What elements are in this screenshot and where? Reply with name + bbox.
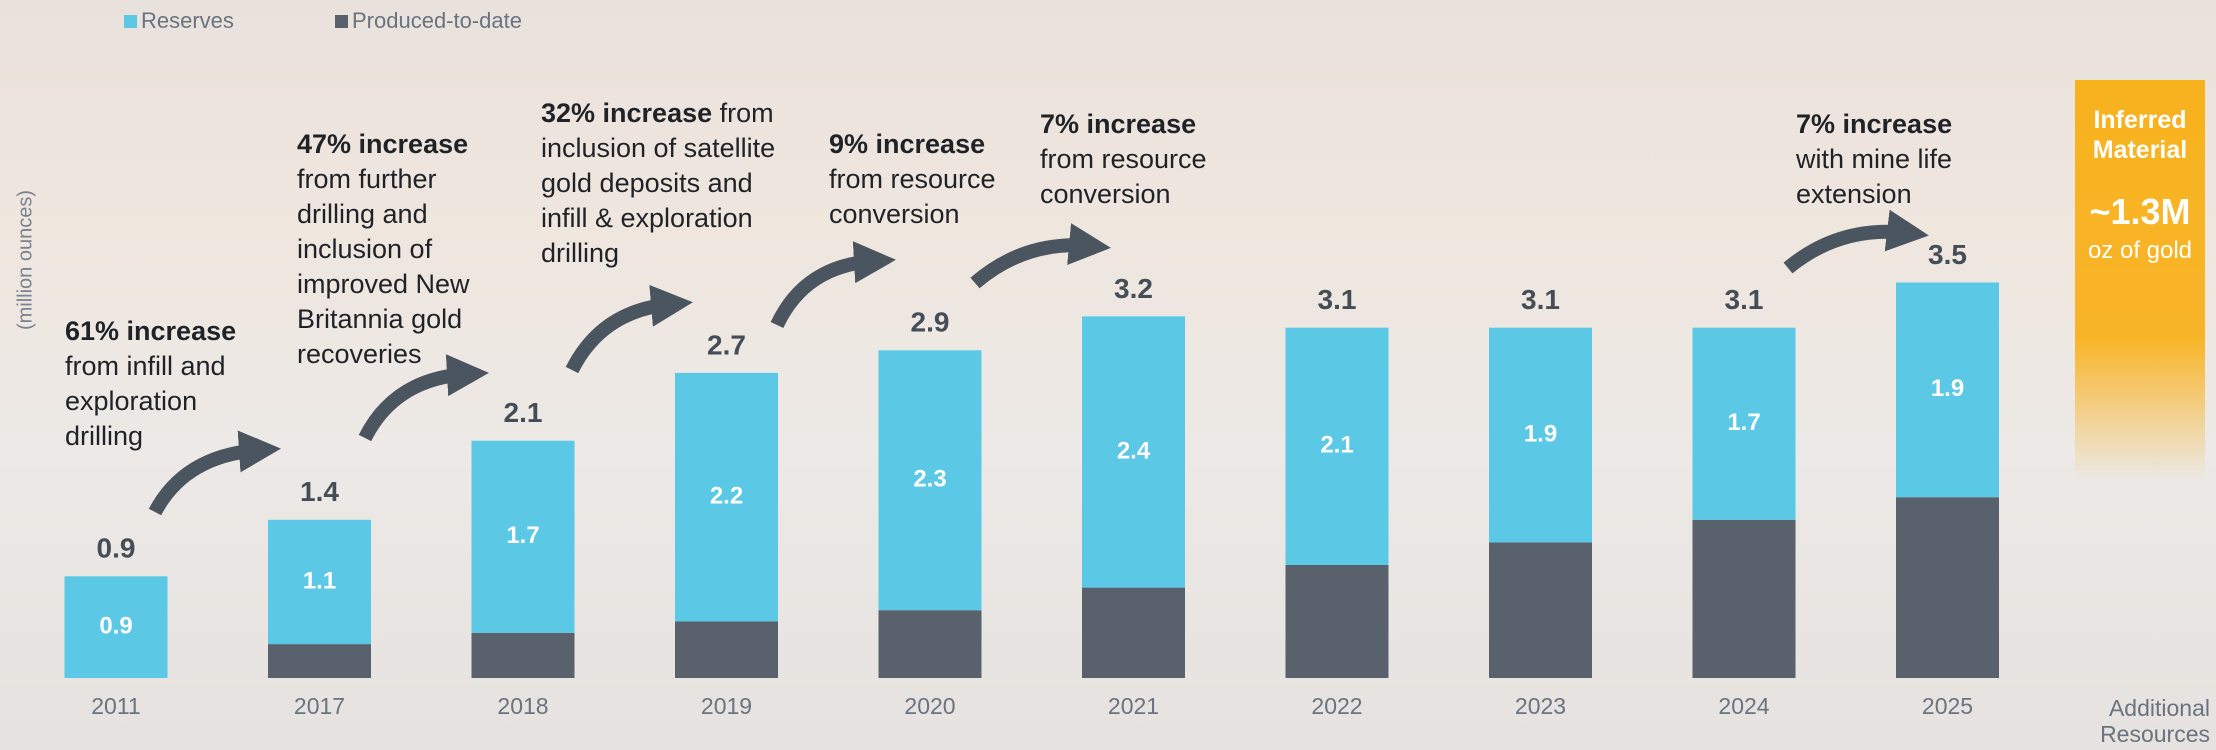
- value-label: 0.9: [99, 612, 132, 639]
- arrow: [1783, 209, 1929, 274]
- annotation-text: from resource conversion: [1040, 144, 1207, 209]
- annotation: 47% increase from further drilling and i…: [297, 127, 509, 372]
- arrow: [565, 284, 693, 374]
- annotation-text: from resource conversion: [829, 164, 996, 229]
- annotation: 9% increase from resource conversion: [829, 127, 1019, 232]
- annotation-bold: 32% increase: [541, 98, 713, 128]
- arrow: [770, 241, 896, 329]
- produced-bar: [1692, 519, 1796, 678]
- reserves-bar: [268, 519, 371, 645]
- total-label: 2.1: [504, 397, 543, 428]
- annotation: 7% increase from resource conversion: [1040, 107, 1230, 212]
- annotation-text: from further drilling and inclusion of i…: [297, 164, 470, 369]
- inferred-box: Inferred Material ~1.3M oz of gold: [2075, 80, 2205, 480]
- legend-swatch: [124, 15, 137, 28]
- annotation: 32% increase from inclusion of satellite…: [541, 96, 803, 271]
- x-tick-label: 2022: [1311, 693, 1362, 719]
- total-label: 2.7: [707, 329, 746, 360]
- annotation-text: from infill and exploration drilling: [65, 351, 226, 451]
- value-label: 1.9: [1931, 375, 1964, 402]
- arrow: [358, 354, 489, 442]
- total-label: 3.5: [1928, 239, 1967, 270]
- inferred-title: Inferred Material: [2092, 106, 2188, 164]
- value-label: 2.1: [1320, 432, 1353, 459]
- annotation-text: with mine life extension: [1796, 144, 1953, 209]
- value-label: 2.2: [710, 483, 743, 510]
- x-tick-label: 2024: [1718, 693, 1769, 719]
- annotation-text: from inclusion of satellite gold deposit…: [541, 98, 776, 268]
- annotation-bold: 61% increase: [65, 316, 237, 346]
- value-label: 1.7: [506, 522, 539, 549]
- annotation: 7% increase with mine life extension: [1796, 107, 1980, 212]
- produced-bar: [1285, 565, 1389, 678]
- reserves-bar: [1285, 327, 1389, 565]
- reserves-bar: [1692, 327, 1796, 520]
- total-label: 3.1: [1725, 284, 1764, 315]
- produced-bar: [878, 610, 982, 678]
- total-label: 3.1: [1318, 284, 1357, 315]
- produced-bar: [471, 632, 575, 678]
- value-label: 1.1: [303, 567, 336, 594]
- x-tick-label: 2019: [701, 693, 752, 719]
- arrow: [148, 430, 281, 516]
- reserves-bar: [675, 372, 778, 622]
- annotation-bold: 47% increase: [297, 129, 469, 159]
- x-tick-label: 2025: [1922, 693, 1973, 719]
- x-tick-label: 2017: [294, 693, 345, 719]
- legend-swatch: [335, 15, 348, 28]
- reserves-bar: [878, 350, 982, 611]
- inferred-amount: ~1.3M: [2089, 191, 2191, 232]
- value-label: 2.3: [913, 466, 946, 493]
- reserves-bar: [64, 576, 168, 678]
- legend-label: Produced-to-date: [352, 8, 522, 33]
- total-label: 3.2: [1114, 273, 1153, 304]
- total-label: 0.9: [97, 533, 136, 564]
- annotation-bold: 7% increase: [1040, 109, 1197, 139]
- x-tick-label: 2011: [91, 693, 140, 719]
- total-label: 3.1: [1521, 284, 1560, 315]
- total-label: 1.4: [300, 476, 339, 507]
- produced-bar: [1082, 587, 1185, 678]
- arrows: [148, 209, 1929, 516]
- y-axis-label: (million ounces): [14, 190, 36, 330]
- value-label: 2.4: [1117, 437, 1151, 464]
- value-label: 1.7: [1727, 409, 1760, 436]
- reserves-bar: [1082, 316, 1185, 588]
- x-tick-label: Additional Resources: [2100, 695, 2210, 747]
- produced-bar: [1896, 497, 1999, 678]
- reserves-bar: [1489, 327, 1592, 543]
- reserves-bar: [1896, 282, 1999, 498]
- produced-bar: [1489, 542, 1592, 678]
- x-tick-label: 2020: [904, 693, 955, 719]
- reserves-bar: [471, 440, 575, 633]
- x-tick-label: 2023: [1515, 693, 1566, 719]
- x-tick-label: 2021: [1108, 693, 1159, 719]
- produced-bar: [675, 621, 778, 678]
- produced-bar: [268, 644, 371, 678]
- annotation-bold: 7% increase: [1796, 109, 1953, 139]
- arrow: [970, 223, 1111, 289]
- value-label: 1.9: [1524, 420, 1557, 447]
- legend-label: Reserves: [141, 8, 234, 33]
- total-label: 2.9: [911, 307, 950, 338]
- annotation-bold: 9% increase: [829, 129, 986, 159]
- annotation: 61% increase from infill and exploration…: [65, 314, 265, 454]
- x-tick-label: 2018: [497, 693, 548, 719]
- inferred-unit: oz of gold: [2087, 237, 2193, 264]
